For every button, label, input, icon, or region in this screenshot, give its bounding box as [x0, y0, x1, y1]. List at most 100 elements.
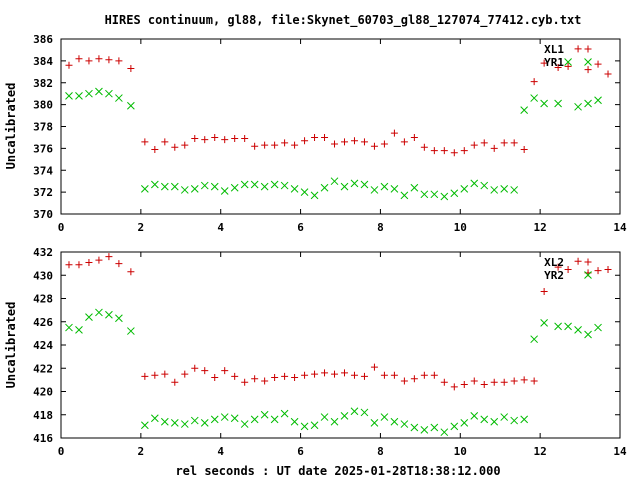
data-point: [231, 372, 239, 380]
series-xl1: [65, 45, 612, 157]
data-point: [85, 89, 93, 98]
data-point: [440, 192, 449, 201]
data-point: [331, 370, 339, 378]
x-tick-label: 10: [454, 221, 467, 234]
data-point: [280, 409, 289, 418]
data-point: [115, 260, 123, 268]
bottom-panel-y-axis-label: Uncalibrated: [4, 302, 18, 389]
data-point: [65, 261, 73, 269]
data-point: [500, 413, 509, 421]
data-point: [554, 263, 562, 271]
y-tick-label: 418: [33, 409, 53, 422]
x-tick-label: 14: [613, 221, 627, 234]
y-tick-label: 374: [33, 164, 53, 177]
data-point: [594, 96, 602, 105]
data-point: [75, 92, 83, 100]
data-point: [460, 381, 468, 389]
data-point: [340, 182, 349, 191]
data-point: [180, 420, 189, 428]
data-point: [320, 183, 329, 192]
data-point: [410, 423, 419, 432]
data-point: [460, 147, 468, 155]
data-point: [480, 139, 488, 147]
data-point: [271, 374, 279, 382]
data-point: [151, 371, 159, 379]
data-point: [291, 374, 299, 382]
series-xl2: [65, 253, 612, 391]
data-point: [75, 326, 83, 334]
y-tick-label: 386: [33, 33, 53, 46]
data-point: [291, 141, 299, 149]
x-tick-label: 2: [138, 221, 145, 234]
data-point: [95, 256, 103, 264]
data-point: [311, 133, 319, 141]
data-point: [180, 186, 189, 194]
data-point: [115, 94, 123, 102]
data-point: [490, 378, 498, 386]
data-point: [380, 182, 389, 191]
data-point: [281, 372, 289, 380]
data-point: [380, 413, 389, 421]
data-point: [574, 45, 582, 53]
data-point: [160, 182, 169, 191]
data-point: [85, 57, 93, 65]
data-point: [480, 181, 489, 190]
data-point: [115, 314, 123, 323]
data-point: [65, 61, 73, 69]
data-point: [340, 138, 348, 146]
y-tick-label: 384: [33, 55, 53, 68]
data-point: [490, 186, 499, 194]
data-point: [170, 419, 179, 427]
legend-label: YR2: [544, 269, 564, 282]
data-point: [380, 371, 388, 379]
series-yr1: [65, 58, 602, 201]
data-point: [270, 180, 279, 189]
data-point: [554, 63, 562, 71]
y-tick-label: 420: [33, 386, 53, 399]
y-tick-label: 426: [33, 316, 53, 329]
data-point: [510, 186, 519, 194]
data-point: [191, 135, 199, 143]
data-point: [564, 265, 572, 273]
data-point: [311, 370, 319, 378]
data-point: [350, 407, 359, 416]
data-point: [95, 87, 103, 96]
data-point: [584, 66, 592, 74]
data-point: [220, 187, 229, 195]
data-point: [460, 419, 469, 427]
data-point: [65, 323, 73, 332]
top-panel-marks: [65, 45, 612, 201]
data-point: [170, 182, 179, 191]
data-point: [310, 191, 319, 200]
x-tick-label: 4: [217, 445, 224, 458]
data-point: [105, 253, 113, 261]
data-point: [540, 319, 548, 327]
x-tick-label: 12: [534, 445, 547, 458]
data-point: [85, 313, 93, 321]
data-point: [151, 145, 159, 153]
data-point: [510, 377, 518, 385]
data-point: [300, 422, 309, 431]
data-point: [190, 184, 199, 193]
data-point: [127, 101, 135, 110]
data-point: [290, 184, 299, 193]
data-point: [430, 423, 439, 432]
data-point: [340, 412, 349, 420]
data-point: [380, 140, 388, 148]
y-tick-label: 380: [33, 99, 53, 112]
x-axis-label: rel seconds : UT date 2025-01-28T18:38:1…: [175, 464, 500, 478]
x-tick-label: 10: [454, 445, 467, 458]
legend-marker: [584, 271, 592, 279]
data-point: [181, 141, 189, 149]
data-point: [141, 372, 149, 380]
top-panel-y-ticks: 370 372 374 376 378 380 382 384 386: [33, 33, 620, 221]
data-point: [150, 414, 159, 423]
data-point: [210, 415, 219, 424]
data-point: [75, 261, 83, 269]
legend-label: XL1: [544, 43, 564, 56]
data-point: [300, 188, 309, 196]
top-panel-frame: [60, 38, 621, 215]
data-point: [530, 78, 538, 86]
data-point: [261, 377, 269, 385]
